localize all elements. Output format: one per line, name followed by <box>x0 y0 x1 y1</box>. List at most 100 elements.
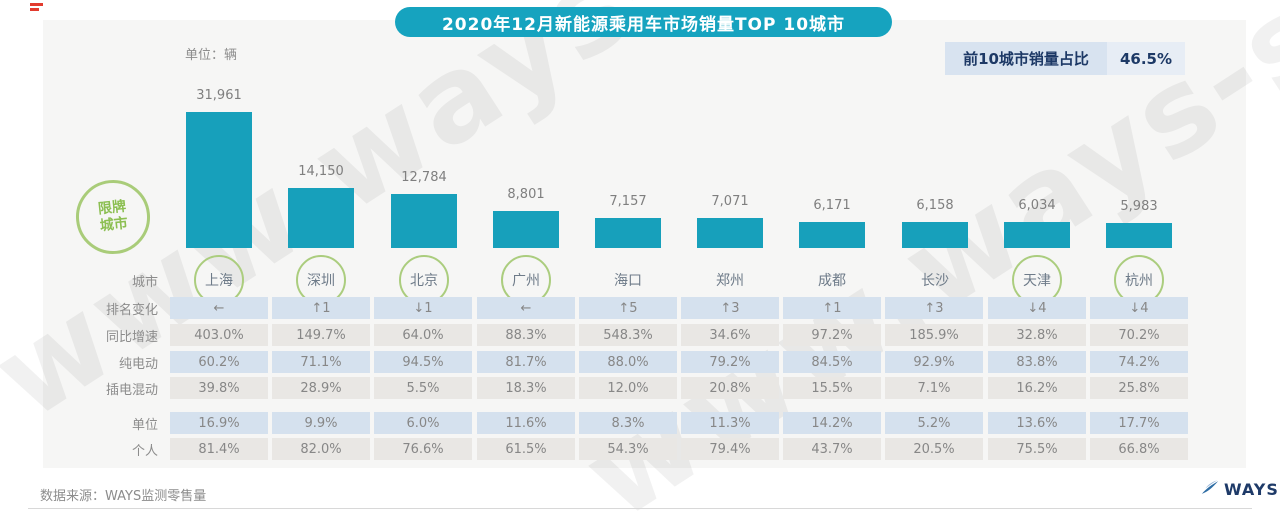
cell-phev-长沙: 7.1% <box>885 377 983 399</box>
cell-individual-杭州: 66.8% <box>1090 438 1188 460</box>
chart-title: 2020年12月新能源乘用车市场销量TOP 10城市 <box>395 7 892 37</box>
unit-label: 单位：辆 <box>185 48 238 63</box>
cell-phev-北京: 5.5% <box>374 377 472 399</box>
cell-bev-郑州: 79.2% <box>681 351 779 373</box>
cell-bev-天津: 83.8% <box>988 351 1086 373</box>
city-name: 郑州 <box>716 273 744 289</box>
row-label-corporate: 单位 <box>131 417 158 433</box>
row-label-rank: 排名变化 <box>105 302 158 318</box>
cell-bev-杭州: 74.2% <box>1090 351 1188 373</box>
bar-value-label: 8,801 <box>507 187 545 202</box>
cell-bev-上海: 60.2% <box>170 351 268 373</box>
bar-value-label: 6,158 <box>916 198 954 213</box>
cell-rank-天津: ↓4 <box>988 297 1086 319</box>
cell-yoy-成都: 97.2% <box>783 324 881 346</box>
cell-bev-成都: 84.5% <box>783 351 881 373</box>
bar-value-label: 12,784 <box>401 170 447 185</box>
row-label-individual: 个人 <box>131 443 158 459</box>
ways-logo: WAYS <box>1200 479 1279 500</box>
cell-yoy-海口: 548.3% <box>579 324 677 346</box>
cell-rank-上海: ← <box>170 297 268 319</box>
bar-value-label: 5,983 <box>1120 199 1158 214</box>
cell-yoy-上海: 403.0% <box>170 324 268 346</box>
cell-individual-天津: 75.5% <box>988 438 1086 460</box>
cell-corporate-郑州: 11.3% <box>681 412 779 434</box>
bar-长沙 <box>902 222 968 248</box>
cell-phev-杭州: 25.8% <box>1090 377 1188 399</box>
top10-share-box: 前10城市销量占比 46.5% <box>945 42 1185 75</box>
badge-line-2: 城市 <box>99 215 129 235</box>
cell-individual-海口: 54.3% <box>579 438 677 460</box>
data-source-note: 数据来源：WAYS监测零售量 <box>40 489 207 504</box>
bar-value-label: 7,071 <box>711 194 749 209</box>
city-label-长沙: 长沙 <box>885 256 985 304</box>
bar-上海 <box>186 112 252 248</box>
cell-bev-北京: 94.5% <box>374 351 472 373</box>
cell-phev-天津: 16.2% <box>988 377 1086 399</box>
top10-share-label: 前10城市销量占比 <box>945 42 1107 75</box>
cell-rank-广州: ← <box>477 297 575 319</box>
cell-corporate-海口: 8.3% <box>579 412 677 434</box>
bar-value-label: 6,034 <box>1018 198 1056 213</box>
cell-bev-长沙: 92.9% <box>885 351 983 373</box>
bar-value-label: 6,171 <box>813 198 851 213</box>
bar-广州 <box>493 211 559 248</box>
ways-swoosh-icon <box>1200 479 1220 500</box>
cell-phev-海口: 12.0% <box>579 377 677 399</box>
cell-bev-海口: 88.0% <box>579 351 677 373</box>
row-label-yoy: 同比增速 <box>105 329 158 345</box>
cell-bev-广州: 81.7% <box>477 351 575 373</box>
city-name: 成都 <box>818 273 846 289</box>
cell-corporate-长沙: 5.2% <box>885 412 983 434</box>
cell-corporate-杭州: 17.7% <box>1090 412 1188 434</box>
cell-rank-长沙: ↑3 <box>885 297 983 319</box>
cell-phev-广州: 18.3% <box>477 377 575 399</box>
cell-individual-上海: 81.4% <box>170 438 268 460</box>
cell-phev-上海: 39.8% <box>170 377 268 399</box>
city-label-成都: 成都 <box>782 256 882 304</box>
row-label-phev: 插电混动 <box>105 382 158 398</box>
cell-individual-北京: 76.6% <box>374 438 472 460</box>
cell-rank-深圳: ↑1 <box>272 297 370 319</box>
bar-郑州 <box>697 218 763 248</box>
cell-individual-深圳: 82.0% <box>272 438 370 460</box>
row-label-bev: 纯电动 <box>118 356 158 372</box>
cell-corporate-上海: 16.9% <box>170 412 268 434</box>
city-name: 长沙 <box>921 273 949 289</box>
cell-rank-成都: ↑1 <box>783 297 881 319</box>
cell-phev-郑州: 20.8% <box>681 377 779 399</box>
row-label-city: 城市 <box>131 274 158 290</box>
city-label-海口: 海口 <box>578 256 678 304</box>
cell-yoy-杭州: 70.2% <box>1090 324 1188 346</box>
red-corner-mark <box>30 3 43 6</box>
cell-corporate-天津: 13.6% <box>988 412 1086 434</box>
cell-yoy-郑州: 34.6% <box>681 324 779 346</box>
bar-value-label: 31,961 <box>196 88 242 103</box>
cell-phev-深圳: 28.9% <box>272 377 370 399</box>
bar-value-label: 14,150 <box>298 164 344 179</box>
footer-divider <box>28 508 1252 509</box>
cell-individual-成都: 43.7% <box>783 438 881 460</box>
cell-corporate-广州: 11.6% <box>477 412 575 434</box>
bar-天津 <box>1004 222 1070 248</box>
cell-individual-广州: 61.5% <box>477 438 575 460</box>
cell-rank-海口: ↑5 <box>579 297 677 319</box>
cell-corporate-深圳: 9.9% <box>272 412 370 434</box>
bar-成都 <box>799 222 865 248</box>
ways-logo-text: WAYS <box>1224 480 1279 499</box>
cell-rank-郑州: ↑3 <box>681 297 779 319</box>
bar-杭州 <box>1106 223 1172 248</box>
bar-value-label: 7,157 <box>609 194 647 209</box>
cell-yoy-天津: 32.8% <box>988 324 1086 346</box>
cell-yoy-北京: 64.0% <box>374 324 472 346</box>
cell-corporate-成都: 14.2% <box>783 412 881 434</box>
city-label-郑州: 郑州 <box>680 256 780 304</box>
cell-yoy-长沙: 185.9% <box>885 324 983 346</box>
cell-yoy-广州: 88.3% <box>477 324 575 346</box>
cell-individual-长沙: 20.5% <box>885 438 983 460</box>
red-corner-mark <box>30 8 39 11</box>
cell-bev-深圳: 71.1% <box>272 351 370 373</box>
cell-rank-北京: ↓1 <box>374 297 472 319</box>
bar-北京 <box>391 194 457 248</box>
cell-phev-成都: 15.5% <box>783 377 881 399</box>
